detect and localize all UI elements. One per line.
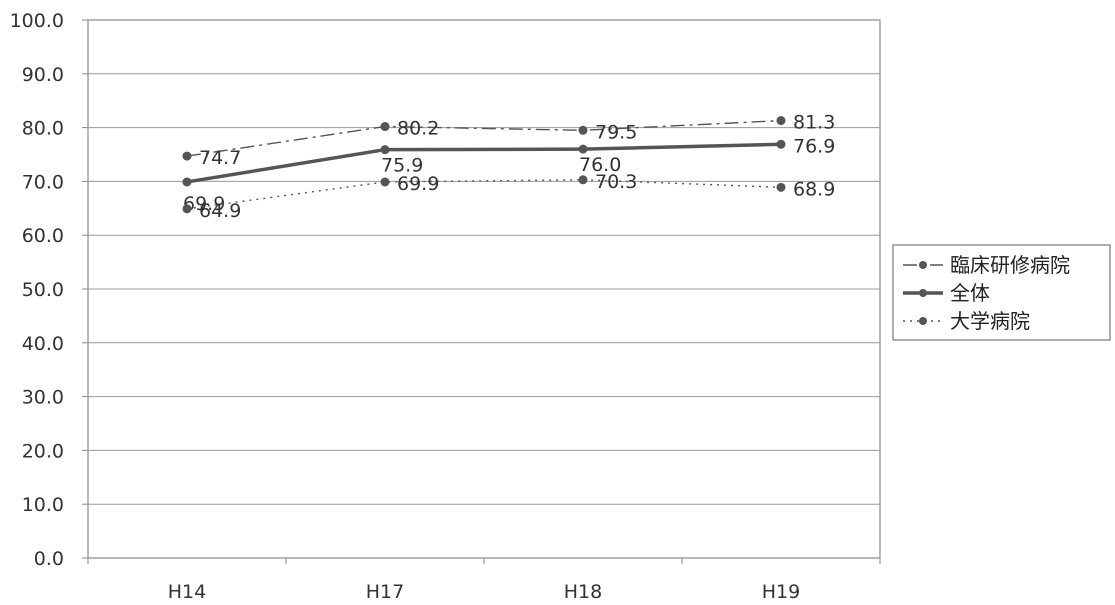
y-tick-label: 0.0 bbox=[34, 548, 64, 570]
legend-label: 臨床研修病院 bbox=[950, 253, 1070, 277]
data-point bbox=[578, 144, 588, 154]
y-tick-label: 40.0 bbox=[22, 333, 64, 355]
data-label: 68.9 bbox=[793, 178, 835, 200]
data-point bbox=[182, 177, 192, 187]
data-label: 76.0 bbox=[579, 154, 621, 176]
y-tick-label: 70.0 bbox=[22, 171, 64, 193]
data-label: 70.3 bbox=[595, 171, 637, 193]
y-tick-label: 20.0 bbox=[22, 440, 64, 462]
legend-label: 大学病院 bbox=[950, 309, 1030, 333]
data-point bbox=[380, 177, 390, 187]
data-point bbox=[380, 122, 390, 132]
data-label: 80.2 bbox=[397, 118, 439, 140]
legend-swatch-marker bbox=[919, 261, 927, 269]
data-label: 76.9 bbox=[793, 135, 835, 157]
data-point bbox=[776, 182, 786, 192]
y-tick-label: 80.0 bbox=[22, 118, 64, 140]
data-label: 79.5 bbox=[595, 121, 637, 143]
y-tick-label: 60.0 bbox=[22, 225, 64, 247]
data-label: 69.9 bbox=[183, 193, 225, 215]
data-label: 69.9 bbox=[397, 173, 439, 195]
data-point bbox=[182, 151, 192, 161]
y-tick-label: 30.0 bbox=[22, 387, 64, 409]
series-line-0 bbox=[186, 119, 782, 157]
data-label: 81.3 bbox=[793, 112, 835, 134]
y-tick-label: 90.0 bbox=[22, 64, 64, 86]
data-point bbox=[182, 204, 192, 214]
series-line-1 bbox=[186, 142, 782, 184]
data-point bbox=[380, 145, 390, 155]
y-tick-label: 50.0 bbox=[22, 279, 64, 301]
data-point bbox=[578, 125, 588, 135]
legend-swatch-marker bbox=[919, 317, 927, 325]
x-tick-label: H14 bbox=[168, 581, 206, 603]
legend-swatch-marker bbox=[919, 289, 927, 297]
data-label: 74.7 bbox=[199, 147, 241, 169]
legend-label: 全体 bbox=[950, 281, 990, 305]
data-label: 64.9 bbox=[199, 200, 241, 222]
data-point bbox=[776, 139, 786, 149]
data-point bbox=[578, 175, 588, 185]
x-tick-label: H18 bbox=[564, 581, 602, 603]
y-tick-label: 100.0 bbox=[10, 10, 64, 32]
x-tick-label: H19 bbox=[762, 581, 800, 603]
series-line-2 bbox=[186, 179, 782, 210]
x-tick-label: H17 bbox=[366, 581, 404, 603]
data-label: 75.9 bbox=[381, 155, 423, 177]
data-point bbox=[776, 116, 786, 126]
y-tick-label: 10.0 bbox=[22, 494, 64, 516]
